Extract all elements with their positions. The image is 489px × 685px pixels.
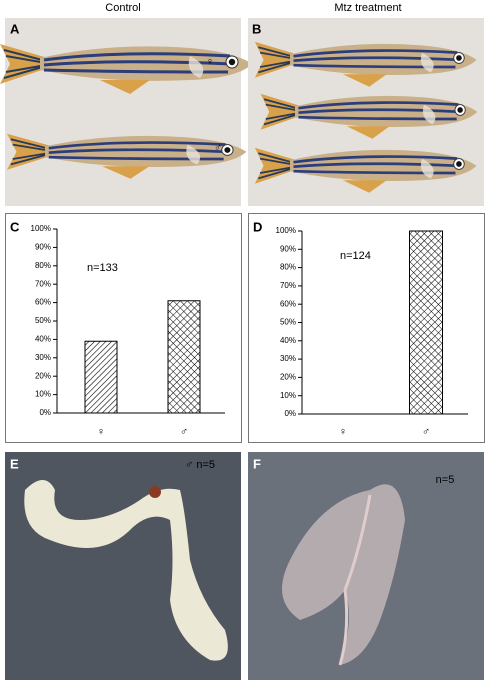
y-tick-label: 60% [35, 298, 51, 307]
tissue [24, 480, 228, 661]
bar [84, 340, 118, 414]
y-tick-label: 20% [35, 371, 51, 380]
y-tick-label: 0% [284, 409, 296, 418]
y-tick-label: 0% [39, 408, 51, 417]
y-tick-label: 30% [280, 354, 296, 363]
bar [167, 300, 201, 414]
y-tick-label: 70% [280, 281, 296, 290]
x-tick-label: ♂ [422, 426, 430, 438]
y-tick-label: 60% [280, 299, 296, 308]
column-title: Control [105, 2, 140, 14]
panel-letter: F [253, 456, 261, 471]
chart-frame [248, 213, 485, 443]
y-tick-label: 20% [280, 373, 296, 382]
panel-letter: B [252, 21, 261, 36]
y-tick-label: 50% [35, 316, 51, 325]
tissue [282, 484, 405, 665]
panel-letter: E [10, 456, 19, 471]
bar [409, 230, 443, 415]
annotation: n=133 [87, 262, 118, 274]
sex-label: ♀ [206, 56, 214, 68]
x-tick-label: ♀ [339, 426, 347, 438]
panel-letter: A [10, 21, 20, 36]
chart-frame [5, 213, 242, 443]
photo [5, 18, 241, 206]
y-tick-label: 10% [280, 391, 296, 400]
y-tick-label: 10% [35, 390, 51, 399]
y-tick-label: 80% [35, 261, 51, 270]
y-tick-label: 70% [35, 279, 51, 288]
tissue [338, 494, 372, 666]
y-tick-label: 90% [35, 243, 51, 252]
photo-label: ♂ n=5 [185, 459, 215, 471]
y-tick-label: 90% [280, 244, 296, 253]
x-tick-label: ♀ [97, 426, 105, 438]
y-tick-label: 30% [35, 353, 51, 362]
sex-label: ♂ [214, 142, 222, 154]
y-tick-label: 40% [35, 335, 51, 344]
y-tick-label: 80% [280, 263, 296, 272]
tissue [149, 486, 161, 498]
column-title: Mtz treatment [334, 2, 401, 14]
y-tick-label: 100% [31, 224, 51, 233]
y-tick-label: 40% [280, 336, 296, 345]
x-tick-label: ♂ [180, 426, 188, 438]
panel-letter: C [10, 219, 20, 234]
y-tick-label: 50% [280, 318, 296, 327]
panel-letter: D [253, 219, 262, 234]
photo-label: n=5 [436, 474, 455, 486]
y-tick-label: 100% [276, 226, 296, 235]
annotation: n=124 [340, 250, 371, 262]
